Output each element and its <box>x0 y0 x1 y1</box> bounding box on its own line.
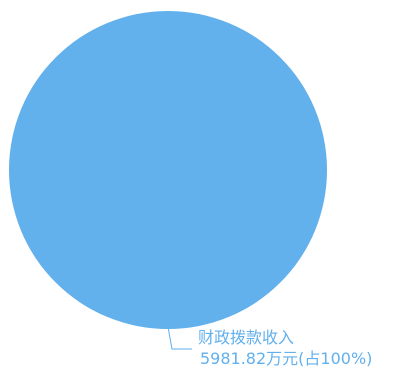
pie-leader-line-0 <box>167 326 192 350</box>
pie-slice-value-label-0: 5981.82万元(占100%) <box>200 349 372 367</box>
pie-slice-0 <box>9 11 327 329</box>
pie-labels: 财政拨款收入 5981.82万元(占100%) <box>167 326 372 368</box>
pie-slices <box>9 11 327 329</box>
pie-slice-name-label-0: 财政拨款收入 <box>198 328 294 347</box>
